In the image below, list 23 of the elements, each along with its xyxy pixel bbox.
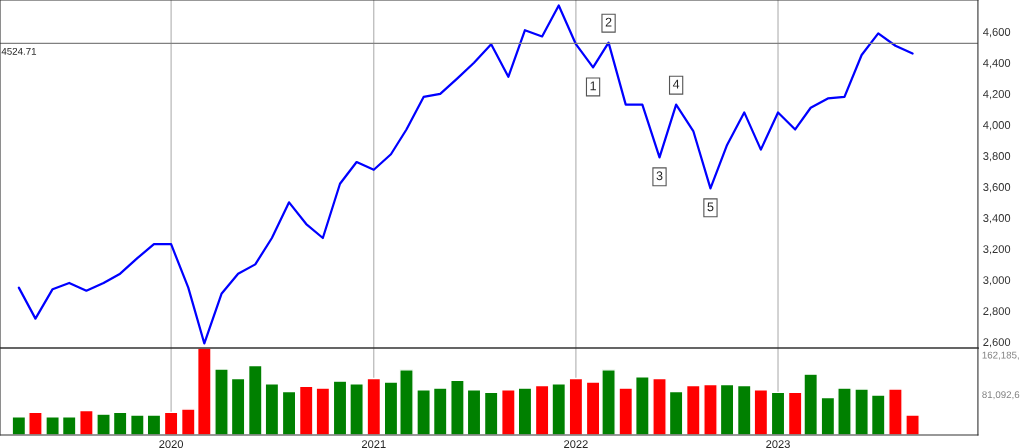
y-tick-label: 3,600 <box>983 183 1011 193</box>
x-tick-label: 2021 <box>361 440 386 448</box>
x-tick-label: 2023 <box>766 440 790 448</box>
y-tick-label: 4,200 <box>983 90 1011 100</box>
y-tick-label: 4,000 <box>983 121 1011 131</box>
annotation: 4 <box>672 79 680 89</box>
annotation: 3 <box>656 171 663 181</box>
text: 162,185, <box>982 351 1019 360</box>
annotation: 5 <box>707 202 714 212</box>
text: 81,092,6 <box>982 391 1020 400</box>
y-tick-label: 3,800 <box>983 152 1011 162</box>
y-tick-label: 3,000 <box>983 276 1011 286</box>
x-tick-label: 2022 <box>564 440 588 448</box>
x-tick-label: 2020 <box>159 440 184 448</box>
y-tick-label: 4,400 <box>983 59 1011 69</box>
y-tick-label: 3,400 <box>983 214 1011 224</box>
y-tick-label: 3,200 <box>983 245 1011 255</box>
ref-line-label: 4524.71 <box>1 47 37 55</box>
annotation: 1 <box>590 81 596 91</box>
annotation: 2 <box>605 17 612 27</box>
y-tick-label: 4,600 <box>983 28 1011 38</box>
y-tick-label: 2,800 <box>983 307 1011 317</box>
y-tick-label: 2,600 <box>983 338 1011 348</box>
